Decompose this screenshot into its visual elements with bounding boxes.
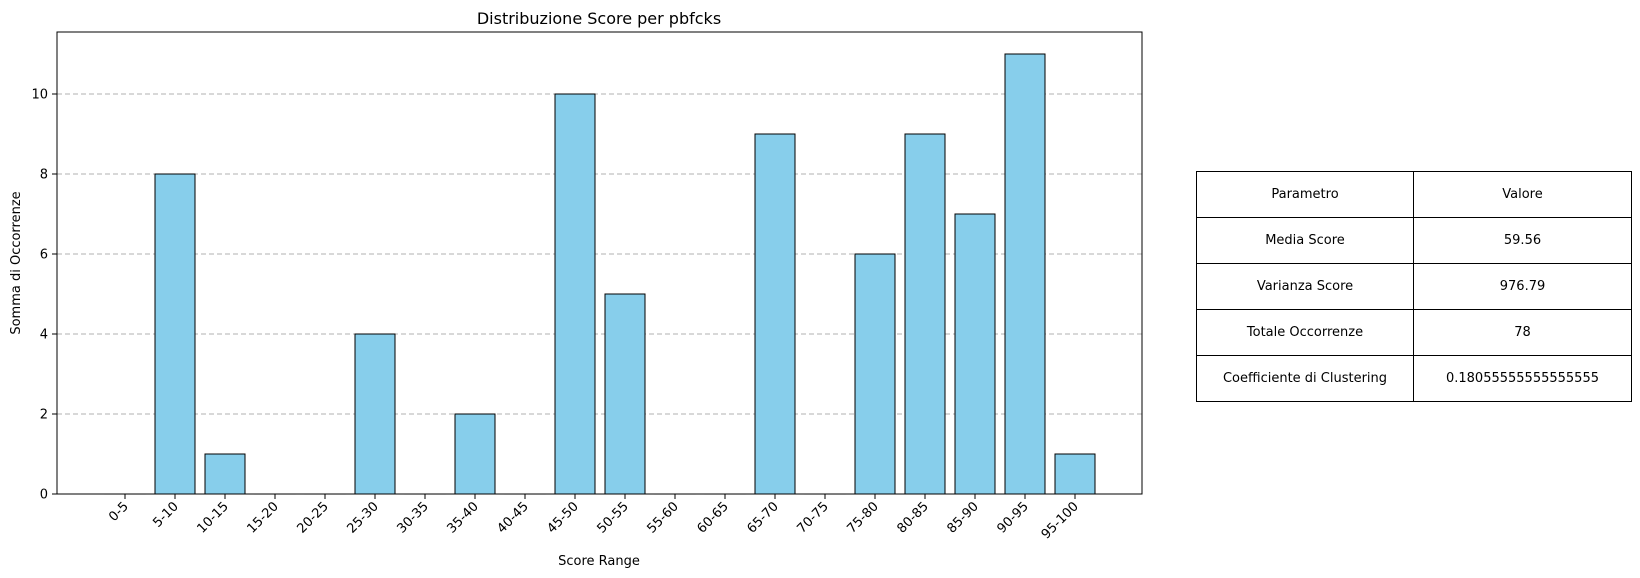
x-tick-label: 60-65	[695, 499, 732, 536]
y-tick-label: 8	[40, 168, 48, 183]
bars	[104, 53, 1096, 495]
bar	[204, 453, 246, 495]
table-cell: Totale Occorrenze	[1196, 309, 1414, 356]
bar	[354, 333, 396, 495]
table-row: Coefficiente di Clustering 0.18055555555…	[1196, 355, 1632, 402]
x-tick-label: 55-60	[645, 499, 682, 536]
table-row: Media Score 59.56	[1196, 217, 1632, 264]
x-tick-label: 5-10	[150, 499, 181, 530]
bar	[154, 173, 196, 495]
stats-table: Parametro Valore Media Score 59.56 Varia…	[1196, 171, 1632, 402]
x-tick-label: 0-5	[106, 499, 132, 525]
x-tick-label: 10-15	[195, 499, 232, 536]
table-cell: Media Score	[1196, 217, 1414, 264]
table-row: Totale Occorrenze 78	[1196, 309, 1632, 356]
bar	[454, 413, 496, 495]
y-axis-label: Somma di Occorrenze	[9, 191, 24, 334]
table-cell: 0.18055555555555555	[1413, 355, 1632, 402]
y-tick-label: 0	[40, 488, 48, 503]
x-tick-label: 65-70	[745, 499, 782, 536]
x-tick-label: 30-35	[395, 499, 432, 536]
bar	[854, 253, 896, 495]
x-tick-label: 80-85	[895, 499, 932, 536]
bar	[554, 93, 596, 495]
bar	[754, 133, 796, 495]
bar	[1004, 53, 1046, 495]
x-tick-label: 35-40	[445, 499, 482, 536]
x-tick-label: 85-90	[945, 499, 982, 536]
plot-frame	[56, 31, 1143, 495]
bar	[604, 293, 646, 495]
y-tick-label: 6	[40, 248, 48, 263]
x-tick-label: 75-80	[845, 499, 882, 536]
x-tick-label: 95-100	[1039, 499, 1082, 542]
table-row: Varianza Score 976.79	[1196, 263, 1632, 310]
table-cell: Coefficiente di Clustering	[1196, 355, 1414, 402]
x-axis-label: Score Range	[558, 554, 640, 569]
x-tick-label: 70-75	[795, 499, 832, 536]
table-header-cell: Parametro	[1196, 171, 1414, 218]
table-cell: 59.56	[1413, 217, 1632, 264]
table-header-row: Parametro Valore	[1196, 171, 1632, 218]
chart-title: Distribuzione Score per pbfcks	[477, 9, 721, 28]
x-tick-label: 25-30	[345, 499, 382, 536]
x-tick-label: 45-50	[545, 499, 582, 536]
y-axis: 0 2 4 6 8 10	[31, 88, 57, 503]
bar	[904, 133, 946, 495]
y-tick-label: 4	[40, 328, 48, 343]
x-tick-label: 90-95	[995, 499, 1032, 536]
table-header-cell: Valore	[1413, 171, 1632, 218]
table-cell: 78	[1413, 309, 1632, 356]
x-axis: 0-5 5-10 10-15 15-20 20-25 25-30 30-35 35-40 40-…	[106, 494, 1082, 542]
table-cell: 976.79	[1413, 263, 1632, 310]
bar	[1054, 453, 1096, 495]
table-cell: Varianza Score	[1196, 263, 1414, 310]
bar	[954, 213, 996, 495]
x-tick-label: 50-55	[595, 499, 632, 536]
x-tick-label: 40-45	[495, 499, 532, 536]
bar-chart: Distribuzione Score per pbfcks 0 2 4 6 8 10 0…	[9, 9, 1143, 569]
y-tick-label: 10	[31, 88, 48, 103]
x-tick-label: 15-20	[245, 499, 282, 536]
x-tick-label: 20-25	[295, 499, 332, 536]
y-tick-label: 2	[40, 408, 48, 423]
